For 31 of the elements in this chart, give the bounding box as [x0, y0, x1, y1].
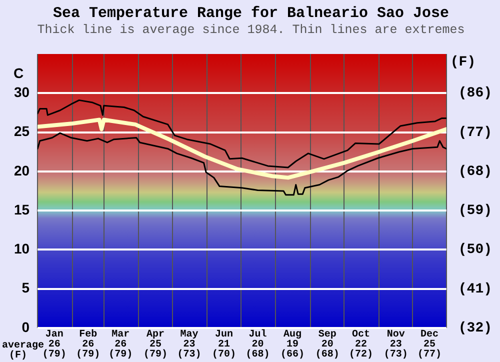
x-tick-label: Nov 23 (73) — [384, 330, 408, 361]
y-tick-label: 25 — [14, 123, 30, 140]
y-tick-label: 0 — [22, 318, 30, 335]
text: average (F) — [2, 340, 44, 362]
y2-tick-label: (41) — [458, 281, 492, 298]
x-tick-label: Mar 26 (79) — [108, 330, 133, 361]
x-tick-label: Jul 20 (68) — [246, 328, 270, 361]
x-tick-label: Feb 26 (79) — [76, 328, 100, 361]
y2-tick-label: (77) — [458, 124, 492, 141]
y2-axis-title: (F) — [450, 54, 476, 71]
x-tick-label: Jun 21 (70) — [212, 330, 236, 361]
x-tick-label: Oct 22 (72) — [349, 330, 374, 361]
y-tick-label: 20 — [14, 162, 30, 178]
x-tick-label: Dec 25 (77) — [418, 330, 442, 361]
chart-title: Sea Temperature Range for Balneario Sao Jose — [52, 4, 450, 22]
x-tick-label: May 23 (73) — [177, 330, 202, 361]
y2-tick-label: (50) — [458, 242, 492, 258]
chart-subtitle: Thick line is average since 1984. Thin lines are extremes — [37, 22, 465, 37]
y2-tick-label: (86) — [458, 86, 492, 102]
y2-tick-label: (32) — [458, 320, 492, 337]
y-tick-label: 10 — [14, 240, 30, 257]
y-tick-label: 30 — [14, 84, 30, 100]
x-tick-label: Sep 20 (68) — [315, 330, 340, 361]
y-axis-title: C — [14, 64, 24, 81]
y-tick-label: 15 — [14, 201, 30, 218]
y2-tick-label: (68) — [458, 164, 492, 180]
x-tick-label: Jan 26 (79) — [42, 330, 66, 361]
x-tick-label: Apr 25 (79) — [143, 330, 168, 361]
y-tick-label: 5 — [22, 280, 30, 296]
y2-tick-label: (59) — [458, 203, 492, 220]
x-tick-label: Aug 19 (66) — [280, 330, 305, 361]
